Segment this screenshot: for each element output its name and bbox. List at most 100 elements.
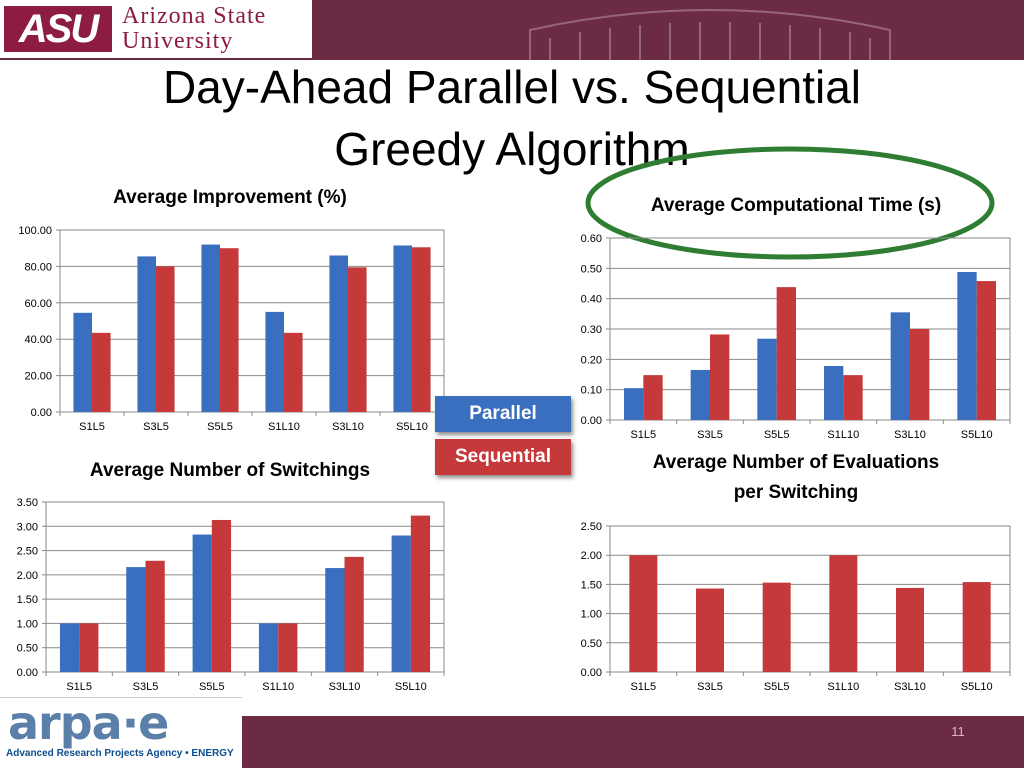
chart-title-evaluations: Average Number of Evaluations per Switch… [606,448,986,508]
bar-sequential-s3l10 [896,587,924,672]
x-tick-label: S3L5 [143,421,169,433]
bar-parallel-s5l5 [757,338,777,420]
y-tick-label: 0.50 [17,643,38,655]
y-tick-label: 0.20 [581,354,602,366]
x-tick-label: S1L5 [630,429,656,441]
x-tick-label: S1L5 [79,421,105,433]
bar-parallel-s5l10 [393,245,412,412]
x-tick-label: S1L10 [268,421,300,433]
bar-parallel-s5l10 [391,535,411,672]
plot-area [59,229,445,413]
highlight-ellipse [585,146,995,260]
bar-sequential-s1l5 [79,623,99,672]
y-tick-label: 1.00 [17,618,38,630]
x-tick-label: S3L10 [894,429,926,441]
y-tick-label: 60.00 [24,298,52,310]
y-tick-label: 20.00 [24,371,52,383]
bar-sequential-s1l5 [643,375,663,420]
bar-sequential-s5l10 [412,247,431,412]
x-tick-label: S1L10 [262,681,294,693]
chart-improvement: 0.00 20.00 40.00 60.00 80.00 100.00 S1L5 S3L5 S5… [18,225,445,433]
bar-sequential-s5l5 [220,248,239,412]
x-tick-label: S3L10 [332,421,364,433]
bar-sequential-s3l5 [156,266,175,412]
slide-title-line2: Greedy Algorithm [334,123,690,175]
bar-sequential-s1l5 [629,555,658,672]
y-tick-label: 0.00 [31,407,52,419]
bar-parallel-s5l10 [957,271,977,420]
y-tick-label: 0.30 [581,324,602,336]
y-tick-label: 0.60 [581,233,602,245]
x-tick-label: S5L5 [207,421,233,433]
y-tick-label: 1.00 [581,609,602,621]
bar-sequential-s3l5 [145,560,165,672]
x-tick-label: S5L10 [961,429,993,441]
chart-title-improvement: Average Improvement (%) [113,187,347,208]
bar-parallel-s3l5 [126,567,146,672]
x-tick-label: S3L5 [133,681,159,693]
chart-comptime: 0.00 0.10 0.20 0.30 0.40 0.50 0.60 S1L5 S3L5 S5L5… [581,233,1011,441]
x-tick-label: S3L10 [329,681,361,693]
x-tick-label: S1L5 [66,681,92,693]
bar-parallel-s3l10 [329,255,348,412]
y-tick-label: 0.10 [581,385,602,397]
y-tick-label: 40.00 [24,334,52,346]
x-tick-label: S5L10 [961,681,993,693]
arpae-logo: arpa·e [8,696,169,750]
x-tick-label: S5L5 [199,681,225,693]
y-tick-label: 0.50 [581,638,602,650]
bar-sequential-s3l5 [696,588,724,672]
bar-parallel-s3l5 [137,256,156,412]
y-tick-label: 1.50 [581,579,602,591]
bar-sequential-s1l10 [829,555,858,672]
asu-logo-text: Arizona State University [122,4,312,54]
y-tick-label: 100.00 [18,225,52,237]
y-tick-label: 0.40 [581,294,602,306]
chart-title-evaluations-line2: per Switching [733,482,859,503]
x-tick-label: S1L10 [827,429,859,441]
x-tick-label: S3L5 [697,681,723,693]
bar-sequential-s3l10 [348,267,367,412]
y-tick-label: 1.50 [17,594,38,606]
bar-sequential-s3l10 [910,329,930,420]
bar-sequential-s1l5 [92,332,111,412]
bar-parallel-s5l5 [201,244,220,412]
y-tick-label: 0.00 [17,667,38,679]
bar-parallel-s1l5 [59,623,80,672]
bar-sequential-s5l5 [211,519,232,672]
y-tick-label: 2.50 [17,546,38,558]
y-tick-label: 2.00 [581,550,602,562]
bar-parallel-s1l10 [265,311,284,412]
bar-sequential-s1l10 [843,375,863,420]
bar-sequential-s5l5 [762,582,791,672]
slide-title-line1: Day-Ahead Parallel vs. Sequential [162,61,862,113]
asu-logo-line2: University [122,28,234,54]
bar-sequential-s3l5 [710,334,730,420]
chart-evaluations: 0.00 0.50 1.00 1.50 2.00 2.50 S1L5 S3L5 S5L5 S1L1… [581,521,1011,693]
bar-parallel-s5l5 [192,534,212,672]
y-tick-label: 3.50 [17,497,38,509]
x-tick-label: S3L10 [894,681,926,693]
bar-sequential-s3l10 [344,556,364,672]
x-tick-label: S5L5 [764,681,790,693]
arpae-tagline: Advanced Research Projects Agency • ENER… [6,748,234,759]
y-tick-label: 0.00 [581,415,602,427]
y-tick-label: 2.50 [581,521,602,533]
plot-area [45,501,445,673]
bar-parallel-s3l5 [690,369,710,420]
arpae-logo-box [0,697,242,769]
y-tick-label: 80.00 [24,261,52,273]
bar-parallel-s1l10 [824,366,844,420]
x-tick-label: S3L5 [697,429,723,441]
asu-logo-line1: Arizona State [122,3,267,29]
bar-parallel-s3l10 [890,312,910,420]
bar-sequential-s5l10 [962,582,991,672]
y-tick-label: 0.50 [581,263,602,275]
bar-sequential-s1l10 [278,623,298,672]
y-tick-label: 2.00 [17,570,38,582]
x-tick-label: S5L5 [764,429,790,441]
legend-parallel: Parallel [435,396,571,432]
bar-sequential-s5l5 [776,287,796,420]
y-tick-label: 3.00 [17,521,38,533]
chart-title-switchings: Average Number of Switchings [89,460,371,481]
